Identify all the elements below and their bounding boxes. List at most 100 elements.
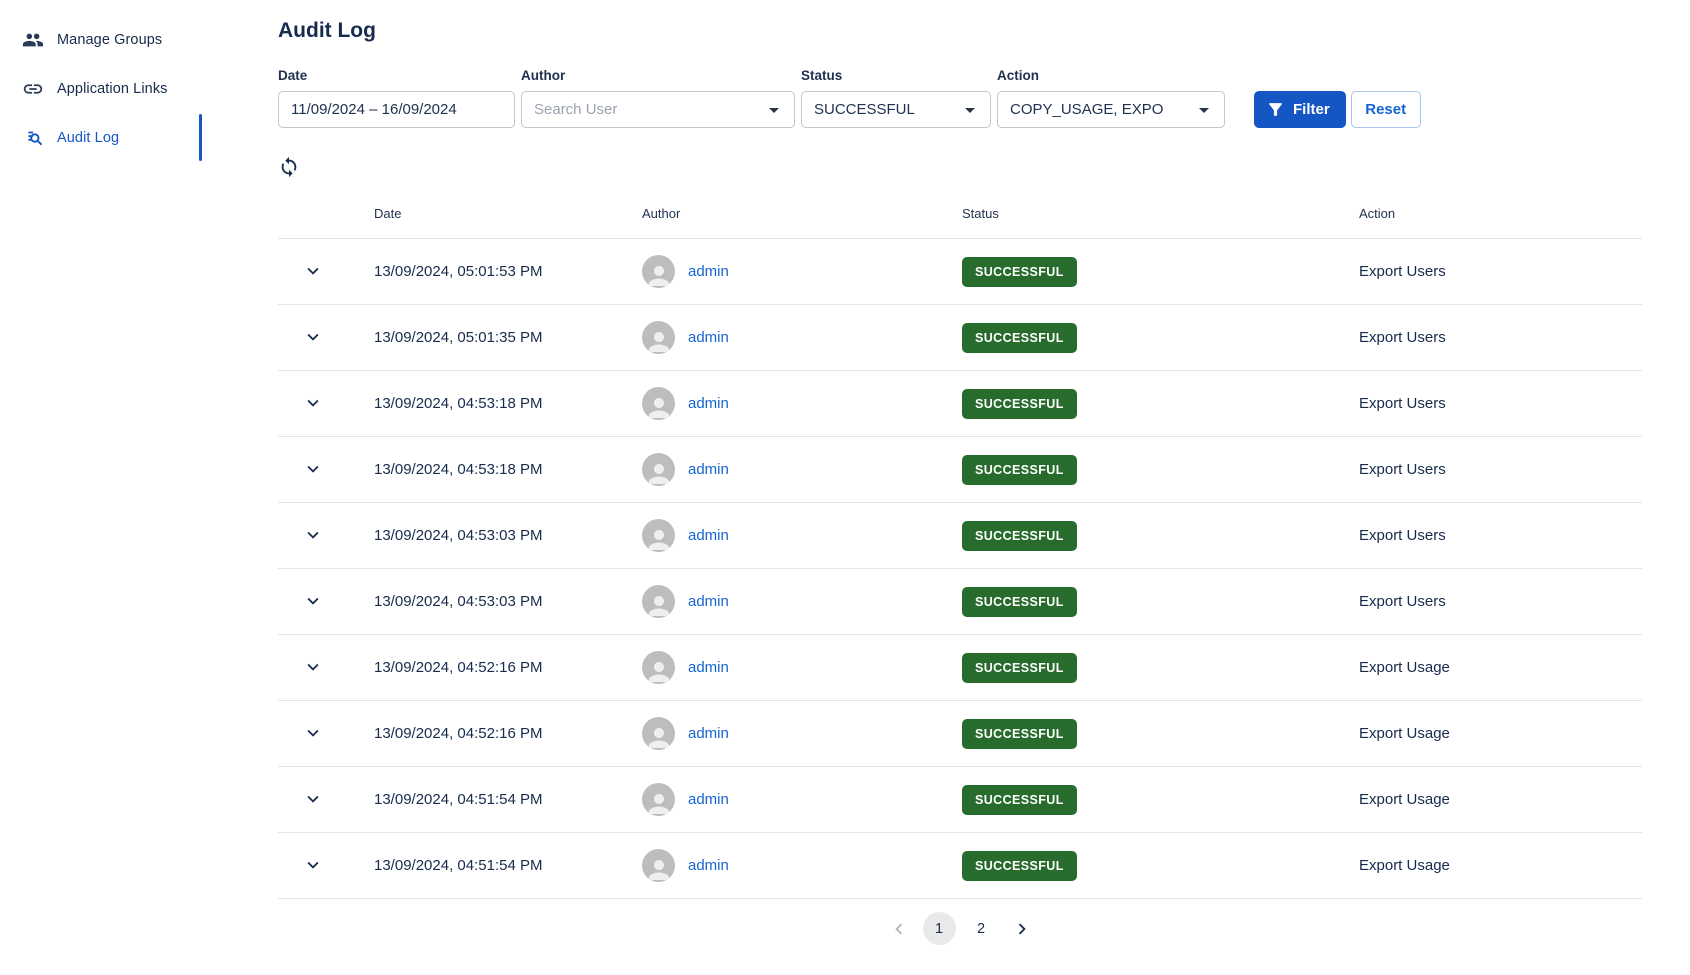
author-link[interactable]: admin [688, 329, 729, 346]
row-date: 13/09/2024, 04:51:54 PM [374, 791, 543, 808]
avatar [642, 321, 675, 354]
row-author: admin [642, 321, 962, 354]
row-date: 13/09/2024, 04:53:03 PM [374, 527, 543, 544]
table-row: 13/09/2024, 05:01:53 PM admin SUCCESSFUL… [278, 239, 1642, 305]
chevron-down-icon [307, 399, 319, 407]
author-search-field [521, 91, 795, 128]
row-date: 13/09/2024, 04:53:03 PM [374, 593, 543, 610]
refresh-loop-icon [281, 156, 297, 178]
person-icon [648, 794, 669, 814]
status-badge: SUCCESSFUL [962, 454, 1077, 485]
pagination: 1 2 [278, 912, 1642, 945]
expand-row-button[interactable] [300, 720, 326, 746]
previous-page-button[interactable] [884, 914, 914, 944]
author-link[interactable]: admin [688, 461, 729, 478]
table-row: 13/09/2024, 04:52:16 PM admin SUCCESSFUL… [278, 635, 1642, 701]
chevron-down-icon [307, 333, 319, 341]
avatar [642, 783, 675, 816]
avatar [642, 387, 675, 420]
avatar [642, 651, 675, 684]
row-date: 13/09/2024, 04:52:16 PM [374, 659, 543, 676]
filter-button[interactable]: Filter [1254, 91, 1346, 128]
row-author: admin [642, 585, 962, 618]
action-filter-group: Action COPY_USAGE, EXPO [997, 68, 1225, 128]
author-link[interactable]: admin [688, 659, 729, 676]
sidebar-item-application-links[interactable]: Application Links [0, 64, 205, 113]
expand-row-button[interactable] [300, 258, 326, 284]
sidebar-item-audit-log[interactable]: Audit Log [0, 113, 205, 162]
status-badge: SUCCESSFUL [962, 850, 1077, 881]
sidebar-item-manage-groups[interactable]: Manage Groups [0, 15, 205, 64]
author-link[interactable]: admin [688, 593, 729, 610]
author-link[interactable]: admin [688, 725, 729, 742]
person-icon [648, 728, 669, 748]
expand-row-button[interactable] [300, 456, 326, 482]
expand-row-button[interactable] [300, 588, 326, 614]
row-author: admin [642, 783, 962, 816]
status-badge: SUCCESSFUL [962, 586, 1077, 617]
table-row: 13/09/2024, 04:53:03 PM admin SUCCESSFUL… [278, 503, 1642, 569]
row-action: Export Users [1359, 461, 1446, 478]
chevron-down-icon [307, 663, 319, 671]
page-button-2[interactable]: 2 [965, 912, 998, 945]
caret-down-icon[interactable] [762, 98, 786, 122]
row-status: SUCCESSFUL [962, 322, 1359, 353]
row-status: SUCCESSFUL [962, 388, 1359, 419]
page-button-1[interactable]: 1 [922, 912, 956, 945]
row-action: Export Users [1359, 527, 1446, 544]
filter-button-label: Filter [1293, 101, 1330, 118]
avatar [642, 255, 675, 288]
row-date: 13/09/2024, 04:53:18 PM [374, 395, 543, 412]
expand-row-button[interactable] [300, 654, 326, 680]
expand-cell [278, 720, 374, 748]
expand-row-button[interactable] [300, 852, 326, 878]
refresh-button[interactable] [278, 155, 302, 179]
author-search-input[interactable] [534, 101, 782, 118]
row-status: SUCCESSFUL [962, 784, 1359, 815]
expand-cell [278, 588, 374, 616]
next-page-button[interactable] [1007, 914, 1037, 944]
author-link[interactable]: admin [688, 857, 729, 874]
row-status: SUCCESSFUL [962, 454, 1359, 485]
sidebar-item-label: Manage Groups [57, 31, 163, 48]
caret-down-icon [958, 98, 982, 122]
main-content: Audit Log Date Author Status SUCCESSFUL [205, 0, 1690, 945]
person-icon [648, 662, 669, 682]
expand-row-button[interactable] [300, 390, 326, 416]
row-date: 13/09/2024, 04:51:54 PM [374, 857, 543, 874]
row-date: 13/09/2024, 05:01:53 PM [374, 263, 543, 280]
expand-row-button[interactable] [300, 324, 326, 350]
expand-row-button[interactable] [300, 522, 326, 548]
author-link[interactable]: admin [688, 263, 729, 280]
status-badge: SUCCESSFUL [962, 256, 1077, 287]
author-link[interactable]: admin [688, 527, 729, 544]
row-date: 13/09/2024, 05:01:35 PM [374, 329, 543, 346]
author-link[interactable]: admin [688, 395, 729, 412]
person-icon [648, 530, 669, 550]
action-select[interactable]: COPY_USAGE, EXPO [997, 91, 1225, 128]
status-badge: SUCCESSFUL [962, 652, 1077, 683]
status-select[interactable]: SUCCESSFUL [801, 91, 991, 128]
status-filter-label: Status [801, 68, 843, 83]
row-status: SUCCESSFUL [962, 652, 1359, 683]
row-action: Export Usage [1359, 791, 1450, 808]
row-action: Export Usage [1359, 857, 1450, 874]
avatar [642, 585, 675, 618]
expand-row-button[interactable] [300, 786, 326, 812]
person-icon [648, 332, 669, 352]
status-select-value: SUCCESSFUL [814, 101, 915, 118]
row-status: SUCCESSFUL [962, 256, 1359, 287]
date-range-input[interactable] [291, 101, 502, 118]
row-action: Export Usage [1359, 725, 1450, 742]
sidebar-item-label: Audit Log [57, 129, 120, 146]
row-action: Export Users [1359, 593, 1446, 610]
row-author: admin [642, 717, 962, 750]
expand-cell [278, 390, 374, 418]
table-row: 13/09/2024, 04:53:18 PM admin SUCCESSFUL… [278, 437, 1642, 503]
date-filter-group: Date [278, 68, 515, 128]
reset-button[interactable]: Reset [1350, 91, 1421, 128]
author-filter-label: Author [521, 68, 566, 83]
person-icon [648, 398, 669, 418]
author-link[interactable]: admin [688, 791, 729, 808]
status-badge: SUCCESSFUL [962, 388, 1077, 419]
